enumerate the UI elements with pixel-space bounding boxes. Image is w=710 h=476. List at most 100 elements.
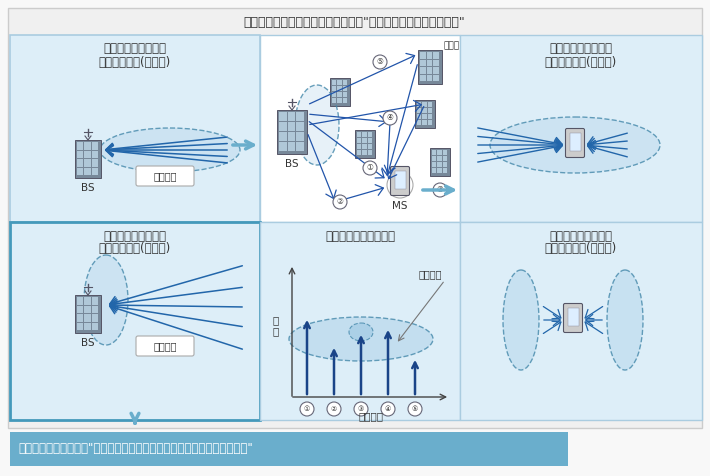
Bar — [417, 114, 421, 119]
Bar — [368, 144, 372, 149]
Bar — [427, 108, 432, 113]
Bar — [260, 222, 460, 420]
Bar — [10, 432, 568, 466]
Bar — [337, 80, 342, 85]
Bar — [432, 150, 437, 155]
Circle shape — [408, 402, 422, 416]
Bar — [77, 159, 83, 167]
Bar — [362, 138, 366, 143]
Ellipse shape — [349, 323, 373, 341]
Bar — [279, 112, 287, 121]
Text: ⑤: ⑤ — [376, 58, 383, 67]
Bar — [279, 142, 287, 151]
Bar — [10, 222, 260, 420]
Bar — [75, 140, 101, 178]
Circle shape — [327, 402, 341, 416]
Bar — [432, 162, 437, 167]
Text: ③: ③ — [437, 186, 444, 195]
Bar — [437, 168, 442, 173]
Bar — [296, 112, 304, 121]
Ellipse shape — [289, 317, 433, 361]
Text: ②: ② — [331, 406, 337, 412]
Text: 遅延時間: 遅延時間 — [359, 411, 383, 421]
Bar — [337, 86, 342, 91]
Text: プロファイル(移動局): プロファイル(移動局) — [545, 56, 617, 69]
Bar — [442, 156, 447, 161]
Bar — [433, 75, 439, 81]
Bar — [92, 142, 98, 149]
Bar — [84, 168, 91, 175]
Bar — [77, 142, 83, 149]
Bar — [77, 168, 83, 175]
Circle shape — [433, 183, 447, 197]
Text: ②: ② — [337, 198, 344, 207]
Bar — [427, 52, 432, 59]
Circle shape — [383, 111, 397, 125]
Bar — [277, 110, 307, 154]
Bar — [337, 98, 342, 103]
Text: ④: ④ — [385, 406, 391, 412]
Bar — [362, 132, 366, 137]
Bar — [84, 323, 91, 330]
Text: 水平面内電波到来角: 水平面内電波到来角 — [104, 42, 167, 56]
Text: 空間特性: 空間特性 — [153, 171, 177, 181]
Bar — [418, 50, 442, 84]
Text: 空間特性: 空間特性 — [153, 341, 177, 351]
Bar — [437, 156, 442, 161]
Bar — [362, 144, 366, 149]
Bar — [437, 150, 442, 155]
Ellipse shape — [295, 85, 339, 165]
Bar — [569, 133, 581, 151]
Bar — [420, 67, 426, 73]
Bar — [279, 132, 287, 141]
Text: 水平面内電波到来角: 水平面内電波到来角 — [550, 42, 613, 56]
FancyBboxPatch shape — [136, 336, 194, 356]
Bar — [433, 60, 439, 66]
Bar — [84, 314, 91, 321]
Bar — [427, 102, 432, 107]
Bar — [437, 162, 442, 167]
Bar — [368, 150, 372, 155]
Bar — [84, 150, 91, 158]
Text: 今回、新たに追加した"基地局側における垂直方向の電波到来角度推定法": 今回、新たに追加した"基地局側における垂直方向の電波到来角度推定法" — [18, 443, 253, 456]
Text: 時間特性: 時間特性 — [418, 269, 442, 279]
Bar — [332, 92, 337, 97]
Text: 反射点: 反射点 — [444, 41, 460, 50]
Text: プロファイル(移動局): プロファイル(移動局) — [545, 242, 617, 256]
Bar — [427, 60, 432, 66]
Bar — [343, 92, 347, 97]
Bar — [77, 314, 83, 321]
Bar — [84, 306, 91, 313]
Bar — [442, 162, 447, 167]
Bar — [330, 78, 350, 106]
Text: ③: ③ — [358, 406, 364, 412]
Bar — [460, 222, 702, 420]
Bar — [332, 98, 337, 103]
Bar — [355, 130, 375, 158]
Bar — [427, 75, 432, 81]
Bar — [77, 150, 83, 158]
Circle shape — [300, 402, 314, 416]
Ellipse shape — [490, 117, 660, 173]
Circle shape — [387, 172, 413, 198]
Bar — [332, 86, 337, 91]
Text: プロファイル(基地局): プロファイル(基地局) — [99, 56, 171, 69]
Text: BS: BS — [81, 183, 95, 193]
Text: 今回の提案で完成させた基地局側の"時間・空間電波伝搬モデル": 今回の提案で完成させた基地局側の"時間・空間電波伝搬モデル" — [243, 16, 465, 29]
Bar — [84, 297, 91, 305]
Text: ④: ④ — [386, 113, 393, 122]
Bar — [417, 108, 421, 113]
Bar — [288, 142, 295, 151]
Bar — [288, 122, 295, 131]
Circle shape — [381, 402, 395, 416]
Text: 垂直面内電波到来角: 垂直面内電波到来角 — [550, 229, 613, 242]
Circle shape — [354, 402, 368, 416]
Bar — [343, 98, 347, 103]
Bar — [92, 159, 98, 167]
Bar — [296, 122, 304, 131]
Bar — [357, 144, 361, 149]
Bar — [357, 150, 361, 155]
Bar — [77, 297, 83, 305]
Bar — [395, 171, 405, 189]
Bar — [415, 100, 435, 128]
